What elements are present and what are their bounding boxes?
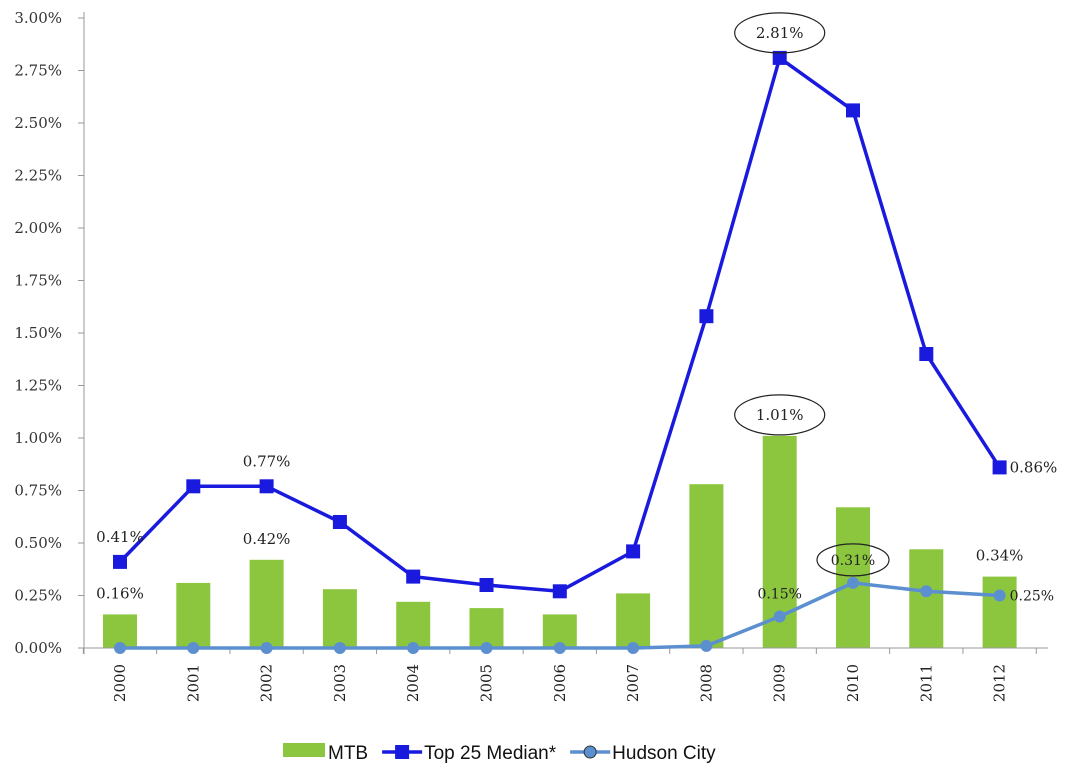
marker-top-25-median (406, 569, 421, 584)
x-tick-label: 2005 (478, 664, 496, 702)
y-tick-label: 1.50% (14, 324, 62, 342)
marker-hudson-city (114, 642, 126, 654)
data-label: 0.41% (96, 528, 144, 546)
marker-top-25-median (699, 309, 714, 324)
legend-label-mtb: MTB (328, 743, 368, 764)
x-axis-ticks: 2000 2001 2002 2003 2004 2005 2006 2007 2008 2009… (111, 664, 1009, 702)
bar-mtb (616, 593, 651, 648)
legend-label-top-25-median: Top 25 Median* (424, 743, 557, 764)
bar-mtb (176, 582, 211, 648)
marker-hudson-city (700, 639, 713, 652)
data-label: 1.01% (756, 406, 804, 424)
y-tick-label: 0.00% (14, 639, 62, 657)
bar-mtb (249, 559, 284, 648)
highlight-circle (734, 12, 826, 54)
data-label: 0.16% (96, 584, 144, 602)
data-label: 0.31% (831, 553, 875, 569)
marker-top-25-median (259, 479, 274, 494)
x-tick-label: 2007 (624, 664, 642, 702)
data-label: 0.77% (243, 452, 291, 470)
bar-mtb (469, 608, 504, 648)
marker-hudson-city (920, 585, 933, 598)
series-markers (113, 50, 1007, 654)
y-tick-label: 1.25% (14, 377, 62, 395)
marker-hudson-city (187, 642, 200, 654)
x-tick-label: 2001 (184, 664, 202, 702)
x-tick-label: 2009 (771, 664, 789, 702)
marker-top-25-median (626, 544, 641, 559)
bar-mtb (322, 589, 357, 648)
legend-label-hudson-city: Hudson City (612, 743, 716, 764)
x-tick-label: 2006 (551, 664, 569, 702)
data-label: 2.81% (756, 24, 804, 42)
y-tick-label: 0.50% (14, 534, 62, 552)
data-labels: 0.41% 0.77% 2.81% 0.86% 0.16% 0.42% 1.01% 0.34%… (96, 12, 1058, 605)
x-tick-label: 2004 (404, 664, 422, 702)
data-label: 0.34% (976, 547, 1024, 565)
marker-hudson-city (260, 642, 273, 654)
data-label: 0.15% (757, 587, 801, 603)
y-axis-ticks: 0.00% 0.25% 0.50% 0.75% 1.00% 1.25% 1.50% 1.75%… (14, 9, 62, 657)
marker-hudson-city (993, 589, 1006, 602)
marker-top-25-median (992, 460, 1007, 475)
legend: MTB Top 25 Median* Hudson City (283, 743, 716, 764)
y-tick-label: 1.00% (14, 429, 62, 447)
y-tick-label: 2.25% (14, 167, 62, 185)
marker-hudson-city (553, 642, 566, 654)
data-label: 0.42% (243, 530, 291, 548)
marker-top-25-median (113, 554, 127, 569)
legend-swatch-mtb (283, 743, 325, 757)
highlight-circle (816, 543, 890, 577)
x-tick-label: 2000 (111, 664, 129, 702)
bar-mtb (909, 549, 944, 648)
legend-marker-hudson-city (583, 745, 597, 759)
marker-top-25-median (186, 479, 201, 494)
axes (78, 12, 1048, 654)
marker-top-25-median (552, 584, 567, 599)
marker-hudson-city (773, 610, 786, 623)
y-tick-label: 2.00% (14, 219, 62, 237)
marker-top-25-median (919, 347, 934, 361)
x-tick-label: 2011 (917, 664, 935, 702)
marker-hudson-city (847, 576, 859, 589)
x-tick-label: 2012 (991, 664, 1009, 702)
x-tick-label: 2008 (697, 664, 715, 702)
marker-hudson-city (333, 642, 346, 654)
mtb-bars (103, 435, 1017, 648)
x-tick-label: 2002 (258, 664, 276, 702)
data-label: 0.25% (1010, 589, 1054, 605)
marker-hudson-city (627, 642, 640, 654)
marker-hudson-city (480, 642, 493, 654)
y-tick-label: 0.25% (14, 587, 62, 605)
marker-top-25-median (479, 578, 494, 592)
highlight-circle (734, 394, 826, 436)
y-tick-label: 0.75% (14, 482, 62, 500)
y-tick-label: 2.75% (14, 62, 62, 80)
y-tick-label: 1.75% (14, 272, 62, 290)
data-label: 0.86% (1010, 458, 1058, 476)
marker-hudson-city (407, 642, 420, 654)
marker-top-25-median (772, 50, 787, 65)
y-tick-label: 2.50% (14, 114, 62, 132)
y-tick-label: 3.00% (14, 9, 62, 27)
marker-top-25-median (332, 515, 347, 529)
bar-mtb (689, 484, 724, 648)
x-tick-label: 2010 (844, 664, 862, 702)
bar-mtb (396, 601, 431, 648)
bar-mtb (982, 576, 1017, 648)
marker-top-25-median (846, 103, 860, 118)
x-tick-label: 2003 (331, 664, 349, 702)
legend-marker-top-25-median (395, 745, 410, 759)
